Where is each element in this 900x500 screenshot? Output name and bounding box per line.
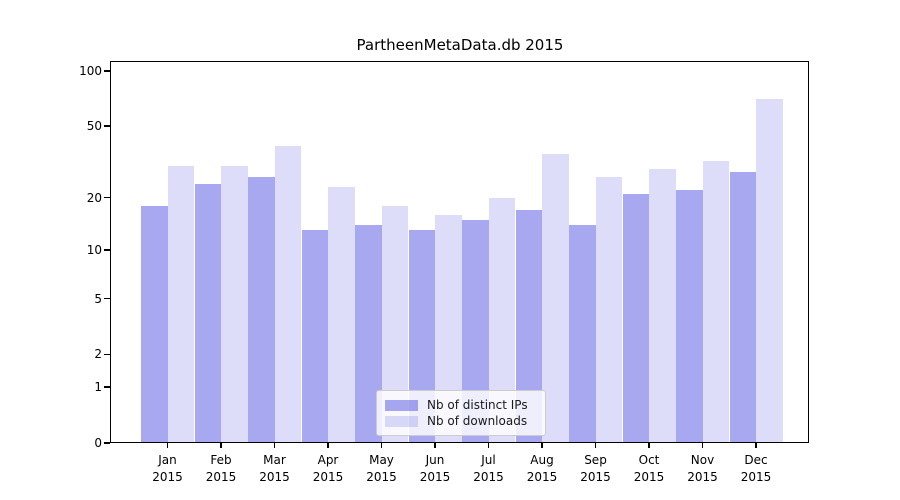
legend-swatch-downloads bbox=[385, 415, 418, 427]
x-tick-label-aug: Aug 2015 bbox=[526, 453, 558, 484]
bar-downloads-mar bbox=[274, 145, 301, 442]
bar-downloads-nov bbox=[702, 161, 729, 442]
y-tick-label-5: 5 bbox=[94, 291, 102, 306]
x-tick-mark-may bbox=[380, 443, 383, 448]
x-tick-mark-oct bbox=[648, 443, 650, 448]
bar-distinct-ips-oct bbox=[622, 193, 649, 442]
x-tick-mark-nov bbox=[701, 443, 704, 448]
bar-distinct-ips-sep bbox=[569, 224, 596, 442]
y-tick-label-50: 50 bbox=[86, 119, 102, 134]
x-tick-label-mar: Mar 2015 bbox=[259, 453, 290, 484]
x-tick-mark-apr bbox=[327, 443, 329, 448]
x-tick-mark-jul bbox=[487, 443, 490, 448]
bar-downloads-apr bbox=[328, 186, 355, 442]
y-tick-mark-20 bbox=[104, 196, 110, 199]
y-tick-label-2: 2 bbox=[94, 347, 102, 362]
bar-downloads-aug bbox=[542, 154, 569, 442]
bar-distinct-ips-jan bbox=[141, 205, 168, 442]
x-tick-mark-mar bbox=[273, 443, 276, 448]
legend: Nb of distinct IPs Nb of downloads bbox=[376, 390, 546, 436]
x-tick-mark-feb bbox=[220, 443, 222, 448]
bar-distinct-ips-dec bbox=[729, 171, 756, 442]
x-tick-mark-jan bbox=[166, 443, 169, 448]
y-tick-mark-50 bbox=[104, 125, 110, 127]
bar-downloads-feb bbox=[221, 166, 248, 442]
x-tick-label-jan: Jan 2015 bbox=[152, 453, 183, 484]
y-tick-mark-10 bbox=[104, 249, 110, 251]
x-tick-label-may: May 2015 bbox=[366, 453, 397, 484]
x-tick-mark-jun bbox=[434, 443, 436, 448]
x-tick-label-feb: Feb 2015 bbox=[205, 453, 237, 484]
y-tick-mark-5 bbox=[104, 297, 110, 300]
legend-swatch-distinct-ips bbox=[385, 399, 418, 411]
bar-downloads-oct bbox=[649, 168, 676, 442]
bar-distinct-ips-apr bbox=[301, 230, 328, 442]
x-tick-mark-dec bbox=[755, 443, 757, 448]
y-tick-mark-0 bbox=[104, 442, 110, 444]
x-tick-label-sep: Sep 2015 bbox=[580, 453, 611, 484]
x-tick-label-oct: Oct 2015 bbox=[633, 453, 665, 484]
y-tick-label-20: 20 bbox=[86, 190, 102, 205]
bar-distinct-ips-mar bbox=[248, 177, 275, 442]
bar-downloads-dec bbox=[756, 99, 783, 442]
x-tick-label-dec: Dec 2015 bbox=[740, 453, 772, 484]
legend-row-distinct-ips: Nb of distinct IPs bbox=[385, 397, 537, 413]
bar-downloads-jan bbox=[167, 166, 194, 442]
x-tick-label-apr: Apr 2015 bbox=[312, 453, 344, 484]
y-tick-label-1: 1 bbox=[94, 380, 102, 395]
y-tick-label-10: 10 bbox=[86, 242, 102, 257]
bar-distinct-ips-nov bbox=[676, 190, 703, 442]
legend-row-downloads: Nb of downloads bbox=[385, 413, 537, 429]
y-tick-mark-1 bbox=[104, 386, 110, 388]
bar-downloads-sep bbox=[595, 177, 622, 442]
y-tick-label-0: 0 bbox=[94, 436, 102, 450]
y-tick-mark-100 bbox=[104, 70, 110, 72]
x-tick-mark-sep bbox=[594, 443, 597, 448]
legend-label-distinct-ips: Nb of distinct IPs bbox=[427, 398, 528, 412]
x-tick-label-jun: Jun 2015 bbox=[419, 453, 451, 484]
y-tick-label-100: 100 bbox=[79, 64, 102, 78]
y-tick-mark-2 bbox=[104, 353, 110, 356]
chart-title: PartheenMetaData.db 2015 bbox=[356, 36, 564, 54]
x-tick-label-jul: Jul 2015 bbox=[473, 453, 504, 484]
x-tick-label-nov: Nov 2015 bbox=[687, 453, 718, 484]
bar-distinct-ips-feb bbox=[194, 183, 221, 442]
legend-label-downloads: Nb of downloads bbox=[427, 414, 528, 428]
x-tick-mark-aug bbox=[541, 443, 543, 448]
